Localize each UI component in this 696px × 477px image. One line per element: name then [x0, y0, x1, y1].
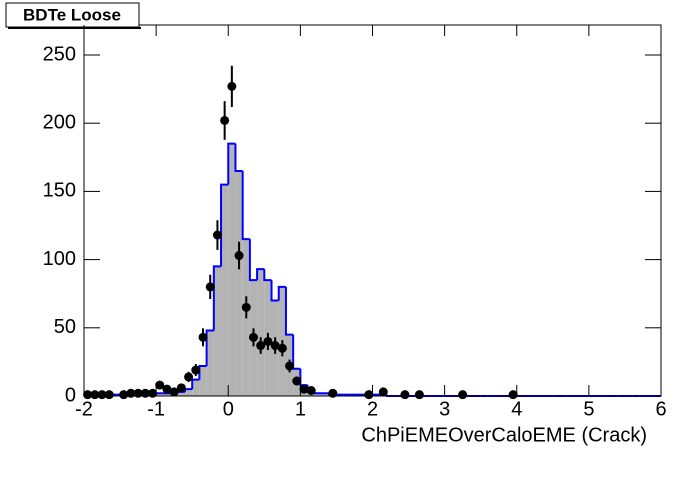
- x-tick-label: 0: [223, 398, 234, 420]
- histogram-bar: [235, 170, 243, 396]
- x-tick-label: 1: [295, 398, 306, 420]
- data-point: [162, 384, 172, 394]
- histogram-bar: [177, 391, 185, 396]
- data-point: [234, 251, 244, 261]
- data-point: [176, 383, 186, 393]
- x-axis-label: ChPiEMEOverCaloEME (Crack): [361, 424, 647, 446]
- data-point: [270, 341, 280, 351]
- data-point: [191, 365, 201, 375]
- y-tick-label: 200: [43, 111, 76, 133]
- histogram-edge: [205, 329, 214, 366]
- x-tick-label: 3: [439, 398, 450, 420]
- histogram-edge: [256, 268, 265, 281]
- data-point: [126, 388, 136, 398]
- data-point: [306, 386, 316, 396]
- histogram-edge: [270, 280, 279, 302]
- histogram-bar: [322, 393, 330, 396]
- histogram-edge: [241, 170, 250, 241]
- data-point: [148, 388, 158, 398]
- data-point: [133, 388, 143, 398]
- histogram-edge: [292, 334, 301, 370]
- data-point: [292, 376, 302, 386]
- data-point: [220, 115, 230, 125]
- histogram-edge: [220, 183, 229, 267]
- x-tick-label: 4: [511, 398, 522, 420]
- histogram-bar: [184, 389, 193, 396]
- x-tick-label: -1: [147, 398, 165, 420]
- data-point: [263, 336, 273, 346]
- data-point: [414, 390, 424, 400]
- data-point: [227, 81, 237, 91]
- histogram-edge: [277, 285, 286, 301]
- data-point: [277, 343, 287, 353]
- y-tick-label: 100: [43, 248, 76, 270]
- data-point: [198, 332, 208, 342]
- data-point: [256, 341, 266, 351]
- histogram-edge: [212, 265, 222, 331]
- data-point: [205, 282, 215, 292]
- data-point: [83, 390, 93, 400]
- title-box: [5, 2, 140, 28]
- data-point: [97, 390, 107, 400]
- data-point: [140, 388, 150, 398]
- data-point: [378, 387, 388, 397]
- histogram-bar: [192, 379, 200, 396]
- y-tick-label: 150: [43, 180, 76, 202]
- histogram-edge: [284, 286, 294, 336]
- data-point: [212, 230, 222, 240]
- histogram-bar: [206, 330, 214, 396]
- x-tick-label: 6: [655, 398, 666, 420]
- histogram-bar: [221, 184, 229, 396]
- histogram-edge: [198, 364, 207, 380]
- data-point: [508, 390, 518, 400]
- x-tick-label: 2: [367, 398, 378, 420]
- x-tick-label: 5: [583, 398, 594, 420]
- histogram-bar: [314, 393, 323, 396]
- histogram-edge: [263, 269, 272, 282]
- chart-title: BDTe Loose: [23, 5, 121, 24]
- data-point: [299, 384, 309, 394]
- data-point: [241, 302, 251, 312]
- data-point: [328, 388, 338, 398]
- data-point: [458, 390, 468, 400]
- data-point: [400, 390, 410, 400]
- data-point: [155, 380, 165, 390]
- y-tick-label: 0: [65, 384, 76, 406]
- data-point: [169, 387, 179, 397]
- y-tick-label: 50: [54, 316, 76, 338]
- data-point: [104, 390, 114, 400]
- y-tick-label: 250: [43, 43, 76, 65]
- data-point: [364, 390, 374, 400]
- histogram-bar: [199, 365, 207, 396]
- histogram-edge: [248, 239, 258, 282]
- data-point: [90, 390, 100, 400]
- x-tick-label: -2: [75, 398, 93, 420]
- histogram-edge: [191, 378, 200, 390]
- data-point: [285, 361, 295, 371]
- histogram-bar: [228, 143, 236, 396]
- histogram-bar: [156, 393, 164, 396]
- histogram-edge: [234, 143, 243, 172]
- histogram-bar: [213, 266, 222, 396]
- histogram-bar: [257, 269, 265, 396]
- data-point: [184, 372, 194, 382]
- title-shadow: [8, 27, 141, 29]
- histogram-bar: [163, 393, 171, 396]
- data-point: [119, 390, 129, 400]
- data-point: [248, 332, 258, 342]
- histogram-edge: [227, 142, 236, 185]
